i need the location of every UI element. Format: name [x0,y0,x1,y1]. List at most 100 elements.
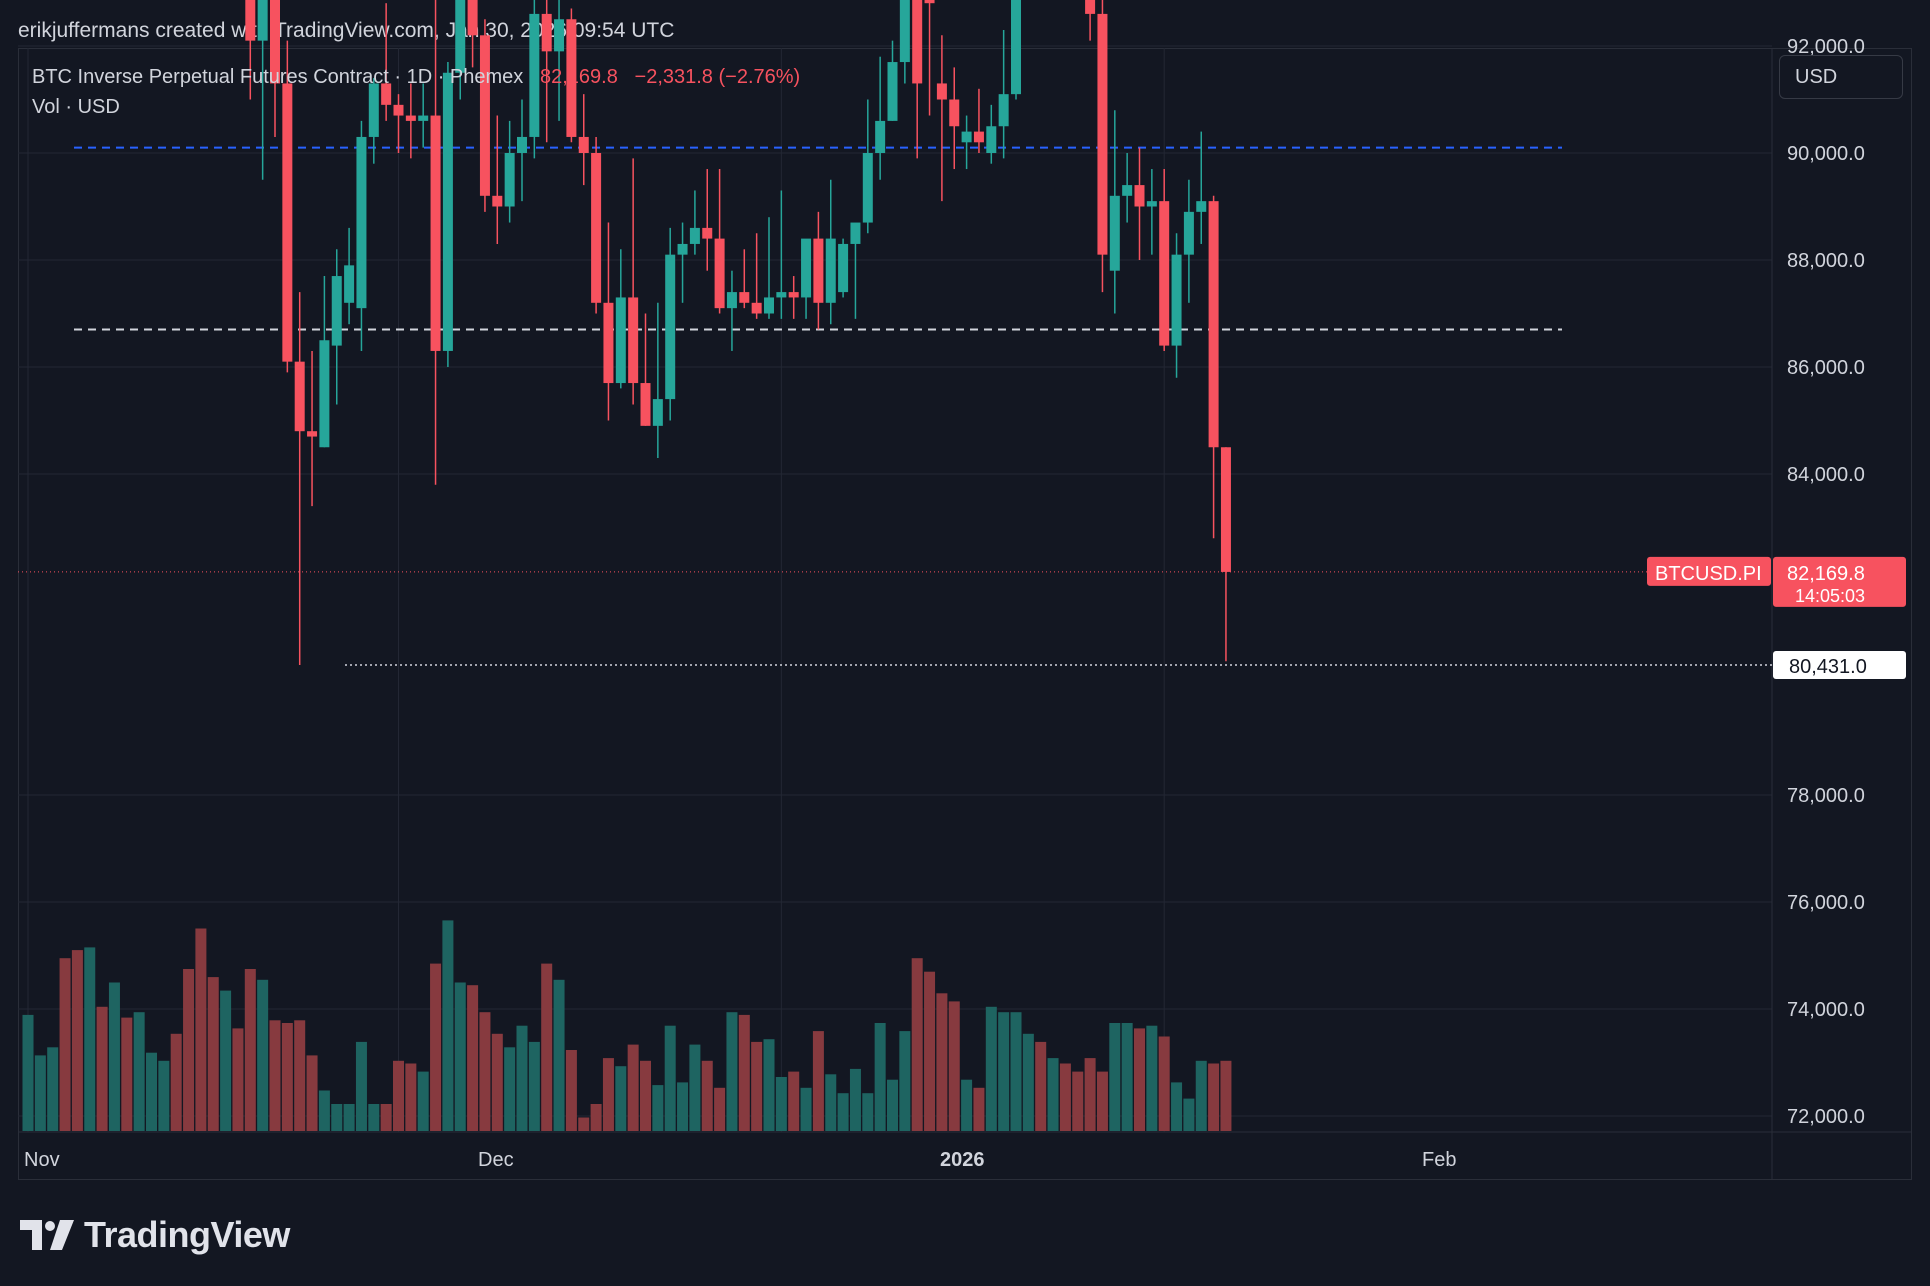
candle-body[interactable] [1183,211,1194,255]
candle-body[interactable] [517,136,527,153]
legend-symbol-row: BTC Inverse Perpetual Futures Contract ·… [32,66,800,89]
volume-bar [59,958,71,1131]
candle-body[interactable] [689,227,700,244]
candle-body[interactable] [850,222,861,244]
candle-body[interactable] [998,94,1009,127]
candle-body[interactable] [1171,254,1182,346]
grid [18,45,1912,1180]
candle-body[interactable] [813,238,824,303]
candle-body[interactable] [455,0,466,73]
candle-body[interactable] [393,104,404,116]
candle-body[interactable] [566,19,577,137]
candle-body[interactable] [1208,201,1219,448]
candle-body[interactable] [270,0,280,84]
candle-body[interactable] [887,62,898,121]
volume-bar [701,1060,713,1131]
candle-body[interactable] [344,265,355,303]
candle-body[interactable] [1159,201,1170,346]
candle-body[interactable] [1196,201,1207,212]
candle-body[interactable] [726,292,737,309]
candle-body[interactable] [801,238,812,298]
candle-body[interactable] [714,238,725,309]
candle-body[interactable] [875,120,886,153]
candle-body[interactable] [1097,13,1108,255]
candle-body[interactable] [529,13,540,137]
candle-body[interactable] [381,83,392,105]
candle-body[interactable] [405,115,416,121]
candle-body[interactable] [418,115,429,121]
candle-body[interactable] [936,83,947,100]
candle-body[interactable] [949,99,960,127]
candle-body[interactable] [1085,0,1096,14]
candle-body[interactable] [591,153,602,303]
candle-body[interactable] [504,153,515,207]
candle-body[interactable] [467,0,478,36]
candle-body[interactable] [825,238,836,303]
volume-bar [689,1044,701,1131]
candle-body[interactable] [356,136,367,309]
candle-body[interactable] [257,0,268,41]
candle-body[interactable] [912,0,923,84]
candle-body[interactable] [294,361,305,432]
candle-body[interactable] [628,297,639,384]
volume-bar [541,963,553,1131]
volume-bar [763,1039,775,1131]
volume-bar [1072,1071,1084,1131]
candle-body[interactable] [838,243,849,293]
candle-body[interactable] [652,399,663,426]
volume-bar [170,1033,182,1131]
candle-body[interactable] [430,115,441,351]
candle-body[interactable] [319,340,330,448]
candle-body[interactable] [1134,185,1145,207]
time-axis-label: Nov [24,1149,60,1171]
candle-body[interactable] [776,292,787,298]
candle-body[interactable] [1109,195,1120,271]
candle-body[interactable] [578,136,589,153]
volume-bar [714,1087,726,1131]
candle-body[interactable] [1122,185,1133,196]
candle-body[interactable] [479,35,490,196]
candle-body[interactable] [899,0,910,63]
candle-body[interactable] [492,195,503,207]
candle-body[interactable] [788,292,799,298]
volume-bar [232,1028,244,1131]
candle-body[interactable] [442,72,453,351]
price-tick-label: 78,000.0 [1787,785,1865,807]
candle-body[interactable] [615,297,626,384]
volume-bar [393,1060,404,1131]
candle-body[interactable] [541,13,552,52]
candle-body[interactable] [764,297,774,314]
volume-bar [837,1093,849,1131]
candle-body[interactable] [640,383,651,426]
volume-bar [602,1058,614,1131]
candle-body[interactable] [665,254,676,400]
volume-bar [1134,1028,1145,1131]
candle-body[interactable] [961,131,972,143]
candle-body[interactable] [307,431,318,437]
candle-body[interactable] [603,302,614,384]
candle-body[interactable] [331,276,342,346]
candle-body[interactable] [973,131,984,143]
candle-body[interactable] [245,0,256,41]
candle-body[interactable] [554,19,565,52]
candle-body[interactable] [751,302,762,314]
volume-bar [442,920,454,1131]
currency-selector[interactable]: USD [1779,55,1903,99]
price-change: −2,331.8 (−2.76%) [634,66,801,88]
candle-body[interactable] [368,83,379,137]
candle-body[interactable] [702,227,713,239]
candle-body[interactable] [1146,201,1157,207]
candle-body[interactable] [677,243,688,255]
candle-body[interactable] [1220,447,1231,572]
time-axis-label: Dec [478,1149,514,1171]
volume-bar [751,1041,763,1131]
candle-body[interactable] [1011,0,1021,95]
candle-body[interactable] [924,0,935,4]
candle-body[interactable] [739,292,750,303]
volume-bar [677,1082,689,1131]
tradingview-logo[interactable]: TradingView [20,1214,290,1255]
candle-body[interactable] [282,83,293,362]
candle-body[interactable] [862,153,873,223]
candle-body[interactable] [986,126,997,153]
